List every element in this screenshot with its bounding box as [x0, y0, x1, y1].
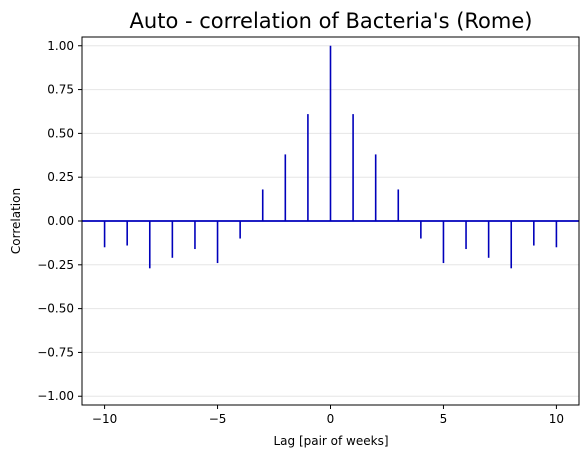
x-tick-label: 10	[549, 412, 564, 426]
chart-title: Auto - correlation of Bacteria's (Rome)	[130, 9, 533, 33]
x-axis-label: Lag [pair of weeks]	[273, 434, 388, 448]
y-tick-label: −0.75	[37, 345, 74, 359]
y-tick-label: 0.25	[47, 170, 74, 184]
x-tick-label: −5	[209, 412, 227, 426]
x-axis-ticks: −10 −5 0 5 10	[92, 405, 564, 426]
x-tick-label: 0	[327, 412, 335, 426]
y-tick-label: −1.00	[37, 389, 74, 403]
correlation-stems	[82, 45, 579, 269]
y-tick-label: 1.00	[47, 39, 74, 53]
y-axis-label: Correlation	[9, 188, 23, 254]
y-axis-ticks: 1.00 0.75 0.50 0.25 0.00 −0.25 −0.50 −0.75 −1.00	[37, 39, 82, 403]
x-tick-label: 5	[440, 412, 448, 426]
y-tick-label: −0.50	[37, 302, 74, 316]
y-tick-label: 0.00	[47, 214, 74, 228]
y-tick-label: 0.75	[47, 83, 74, 97]
x-tick-label: −10	[92, 412, 117, 426]
y-tick-label: 0.50	[47, 126, 74, 140]
y-tick-label: −0.25	[37, 258, 74, 272]
